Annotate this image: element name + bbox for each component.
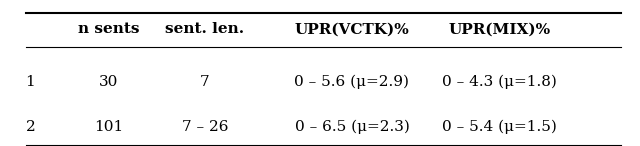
- Text: 0 – 6.5 (μ=2.3): 0 – 6.5 (μ=2.3): [294, 120, 410, 134]
- Text: 0 – 5.4 (μ=1.5): 0 – 5.4 (μ=1.5): [442, 120, 557, 134]
- Text: n sents: n sents: [78, 22, 140, 36]
- Text: 30: 30: [99, 75, 118, 89]
- Text: 1: 1: [26, 75, 35, 89]
- Text: 7 – 26: 7 – 26: [182, 120, 228, 134]
- Text: 0 – 5.6 (μ=2.9): 0 – 5.6 (μ=2.9): [294, 75, 410, 89]
- Text: UPR(VCTK)%: UPR(VCTK)%: [294, 22, 410, 36]
- Text: 7: 7: [200, 75, 210, 89]
- Text: 2: 2: [26, 120, 35, 134]
- Text: sent. len.: sent. len.: [165, 22, 244, 36]
- Text: 101: 101: [94, 120, 124, 134]
- Text: 0 – 4.3 (μ=1.8): 0 – 4.3 (μ=1.8): [442, 75, 557, 89]
- Text: UPR(MIX)%: UPR(MIX)%: [448, 22, 550, 36]
